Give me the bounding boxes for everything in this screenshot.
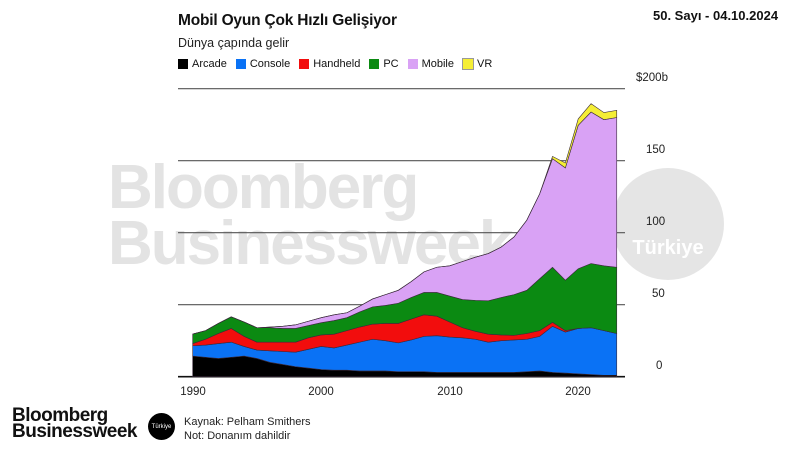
legend-label: PC [383, 58, 399, 70]
legend-swatch [369, 59, 380, 69]
turkiye-badge: Türkiye [148, 413, 175, 440]
legend-item-pc: PC [369, 58, 399, 70]
legend-label: Mobile [421, 58, 454, 70]
legend-swatch [407, 59, 418, 69]
legend-swatch [299, 59, 310, 69]
y-tick-label: 0 [656, 360, 663, 372]
x-tick-label: 2000 [308, 386, 334, 398]
y-tick-label: $200b [636, 72, 668, 84]
legend-item-mobile: Mobile [407, 58, 454, 70]
legend: Arcade Console Handheld PC Mobile VR [178, 58, 492, 70]
legend-label: Handheld [313, 58, 361, 70]
legend-swatch [235, 59, 246, 69]
source-text: Kaynak: Pelham Smithers [184, 416, 311, 428]
note-text: Not: Donanım dahildir [184, 430, 291, 442]
watermark-badge: Türkiye [612, 168, 724, 280]
y-tick-label: 50 [652, 288, 665, 300]
legend-item-arcade: Arcade [178, 58, 227, 70]
legend-item-handheld: Handheld [299, 58, 360, 70]
legend-label: VR [477, 58, 493, 70]
chart-subtitle: Dünya çapında gelir [178, 36, 290, 50]
y-tick-label: 150 [646, 144, 666, 156]
bloomberg-businessweek-logo: Bloomberg Businessweek [12, 405, 137, 442]
logo-line1: Bloomberg [12, 405, 108, 426]
watermark-text: Bloomberg Businessweek [108, 153, 513, 278]
x-tick-label: 2010 [437, 386, 463, 398]
watermark-line2: Businessweek [108, 209, 513, 278]
x-tick-label: 2020 [565, 386, 591, 398]
legend-label: Console [249, 58, 291, 70]
legend-swatch [462, 58, 474, 70]
watermark-line1: Bloomberg [108, 153, 419, 222]
legend-label: Arcade [192, 58, 227, 70]
legend-item-console: Console [235, 58, 291, 70]
area-vr [192, 103, 618, 335]
legend-swatch [178, 59, 188, 69]
y-tick-label: 100 [646, 216, 666, 228]
chart-title: Mobil Oyun Çok Hızlı Gelişiyor [178, 12, 397, 29]
footer-notes: Kaynak: Pelham Smithers Not: Donanım dahi… [184, 415, 311, 443]
logo-line2: Businessweek [12, 421, 137, 442]
x-tick-label: 1990 [180, 386, 206, 398]
legend-item-vr: VR [462, 58, 493, 70]
issue-date: 50. Sayı - 04.10.2024 [653, 8, 779, 23]
